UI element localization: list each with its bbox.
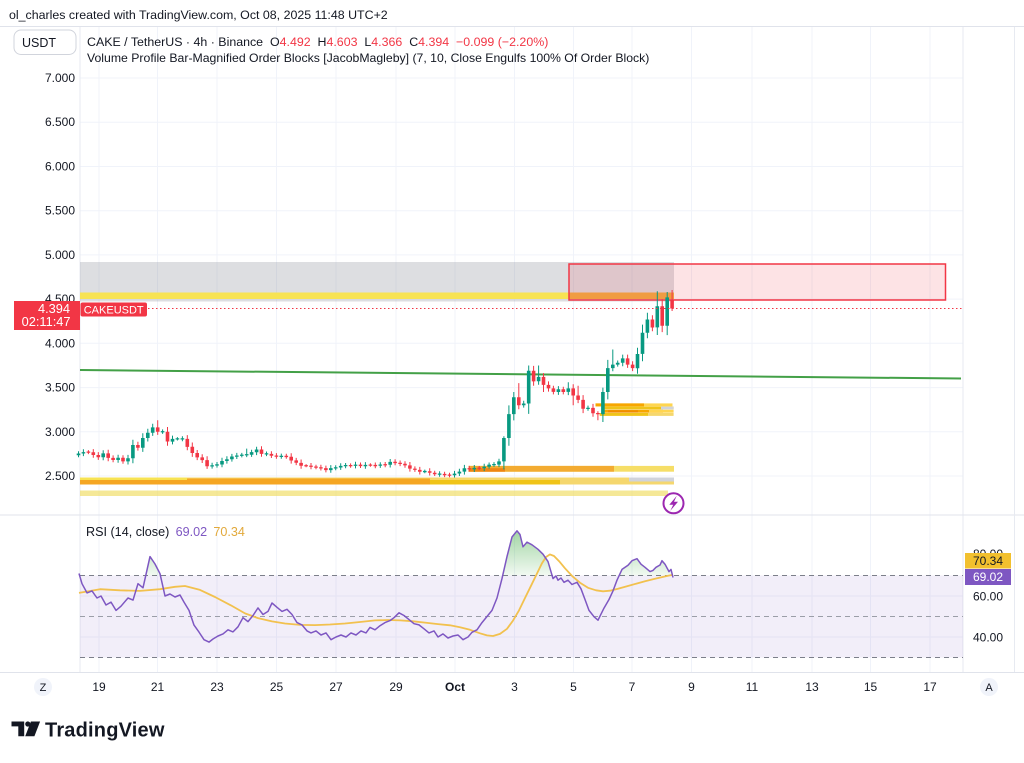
svg-text:02:11:47: 02:11:47 xyxy=(22,314,71,329)
svg-text:11: 11 xyxy=(746,680,759,694)
svg-text:ol_charles created with Tradin: ol_charles created with TradingView.com,… xyxy=(9,8,388,22)
svg-text:3.500: 3.500 xyxy=(45,381,75,395)
svg-text:40.00: 40.00 xyxy=(973,631,1003,645)
svg-text:Volume Profile Bar-Magnified O: Volume Profile Bar-Magnified Order Block… xyxy=(87,51,649,65)
svg-text:15: 15 xyxy=(864,680,878,694)
svg-text:7.000: 7.000 xyxy=(45,71,75,85)
svg-text:17: 17 xyxy=(923,680,937,694)
svg-text:25: 25 xyxy=(270,680,284,694)
svg-text:CAKE / TetherUS · 4h · Binance: CAKE / TetherUS · 4h · Binance O4.492 H4… xyxy=(87,35,548,49)
svg-text:CAKEUSDT: CAKEUSDT xyxy=(84,304,144,316)
svg-text:6.000: 6.000 xyxy=(45,160,75,174)
svg-text:69.02: 69.02 xyxy=(973,570,1003,584)
svg-text:A: A xyxy=(985,682,993,694)
svg-text:USDT: USDT xyxy=(22,36,56,50)
svg-text:RSI (14, close) 69.02 70.34: RSI (14, close) 69.02 70.34 xyxy=(86,525,245,539)
svg-text:6.500: 6.500 xyxy=(45,115,75,129)
svg-text:Z: Z xyxy=(40,682,47,694)
svg-text:19: 19 xyxy=(92,680,106,694)
svg-text:5.500: 5.500 xyxy=(45,204,75,218)
svg-text:70.34: 70.34 xyxy=(973,554,1003,568)
svg-text:5.000: 5.000 xyxy=(45,248,75,262)
svg-text:3: 3 xyxy=(511,680,518,694)
svg-text:4.000: 4.000 xyxy=(45,336,75,350)
svg-text:13: 13 xyxy=(805,680,819,694)
svg-text:23: 23 xyxy=(210,680,224,694)
svg-text:Oct: Oct xyxy=(445,680,465,694)
svg-text:29: 29 xyxy=(389,680,403,694)
svg-text:TradingView: TradingView xyxy=(45,720,165,742)
svg-text:5: 5 xyxy=(570,680,577,694)
svg-text:2.500: 2.500 xyxy=(45,469,75,483)
svg-text:4.394: 4.394 xyxy=(38,301,70,316)
svg-text:3.000: 3.000 xyxy=(45,425,75,439)
svg-text:27: 27 xyxy=(329,680,343,694)
svg-text:60.00: 60.00 xyxy=(973,590,1003,604)
svg-text:7: 7 xyxy=(629,680,636,694)
svg-text:21: 21 xyxy=(151,680,165,694)
svg-text:9: 9 xyxy=(688,680,695,694)
